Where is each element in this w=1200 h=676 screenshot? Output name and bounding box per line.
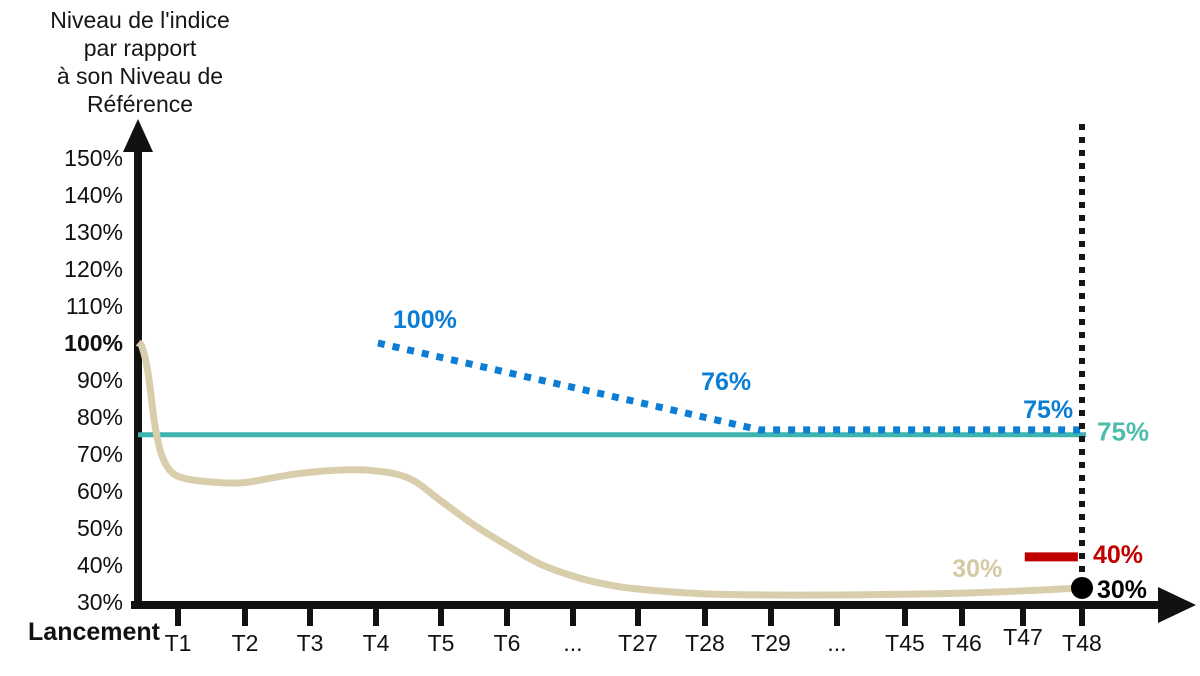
y-axis-title-line: Référence	[86, 91, 194, 117]
y-tick-label: 50%	[77, 515, 123, 541]
annotation-label-2: 75%	[1023, 396, 1073, 424]
y-tick-label: 90%	[77, 367, 123, 393]
x-tick-mark	[438, 606, 444, 626]
x-tick-label: T45	[885, 630, 925, 656]
x-tick-mark	[504, 606, 510, 626]
y-tick-label: 80%	[77, 404, 123, 430]
y-axis-title: Niveau de l'indice par rapport à son Niv…	[15, 6, 265, 118]
y-tick-label: 60%	[77, 478, 123, 504]
x-tick-mark	[242, 606, 248, 626]
y-tick-label: 70%	[77, 441, 123, 467]
x-tick-mark	[768, 606, 774, 626]
y-axis-title-line: par rapport	[83, 35, 197, 61]
y-axis-title-line: Niveau de l'indice	[50, 7, 230, 33]
x-axis-line	[131, 601, 1163, 609]
x-tick-mark	[570, 606, 576, 626]
x-tick-label: T6	[494, 630, 521, 656]
y-axis-arrow	[123, 119, 153, 152]
x-tick-mark	[175, 606, 181, 626]
x-tick-mark	[834, 606, 840, 626]
x-tick-label: T29	[751, 630, 791, 656]
x-axis-origin-label: Lancement	[28, 618, 161, 646]
x-tick-mark	[1079, 606, 1085, 626]
x-tick-label: T2	[232, 630, 259, 656]
x-tick-label: T48	[1062, 630, 1102, 656]
y-tick-label: 130%	[64, 219, 123, 245]
x-tick-mark	[635, 606, 641, 626]
y-tick-label: 30%	[77, 589, 123, 615]
x-tick-mark	[373, 606, 379, 626]
y-axis-title-line: à son Niveau de	[56, 63, 224, 89]
x-tick-mark	[307, 606, 313, 626]
y-tick-label: 150%	[64, 145, 123, 171]
annotation-label-0: 100%	[393, 306, 457, 334]
x-tick-label: ...	[827, 630, 846, 656]
y-tick-label: 120%	[64, 256, 123, 282]
annotation-label-6: 30%	[952, 555, 1002, 583]
x-axis-arrow	[1158, 587, 1196, 623]
series-barriere-degressive	[377, 339, 1082, 434]
x-tick-label: T28	[685, 630, 725, 656]
x-tick-label: T47	[1003, 624, 1043, 650]
series-indice	[135, 339, 1083, 599]
y-tick-label: 110%	[66, 293, 123, 319]
x-tick-label: T27	[618, 630, 658, 656]
y-tick-label: 40%	[77, 552, 123, 578]
x-tick-label: T46	[942, 630, 982, 656]
annotation-label-4: 40%	[1093, 541, 1143, 569]
x-tick-label: ...	[563, 630, 582, 656]
x-tick-mark	[702, 606, 708, 626]
marker-niveau-final	[1071, 576, 1093, 599]
x-tick-mark	[1020, 606, 1026, 626]
y-axis-line	[134, 150, 142, 608]
y-tick-label: 100%	[64, 330, 123, 356]
annotation-label-1: 76%	[701, 368, 751, 396]
x-tick-label: T3	[297, 630, 324, 656]
x-tick-label: T1	[165, 630, 192, 656]
x-tick-mark	[959, 606, 965, 626]
annotation-label-5: 30%	[1097, 576, 1147, 604]
y-tick-label: 140%	[64, 182, 123, 208]
annotation-label-3: 75%	[1097, 417, 1149, 447]
x-tick-mark	[902, 606, 908, 626]
x-tick-label: T5	[428, 630, 455, 656]
x-tick-label: T4	[363, 630, 390, 656]
